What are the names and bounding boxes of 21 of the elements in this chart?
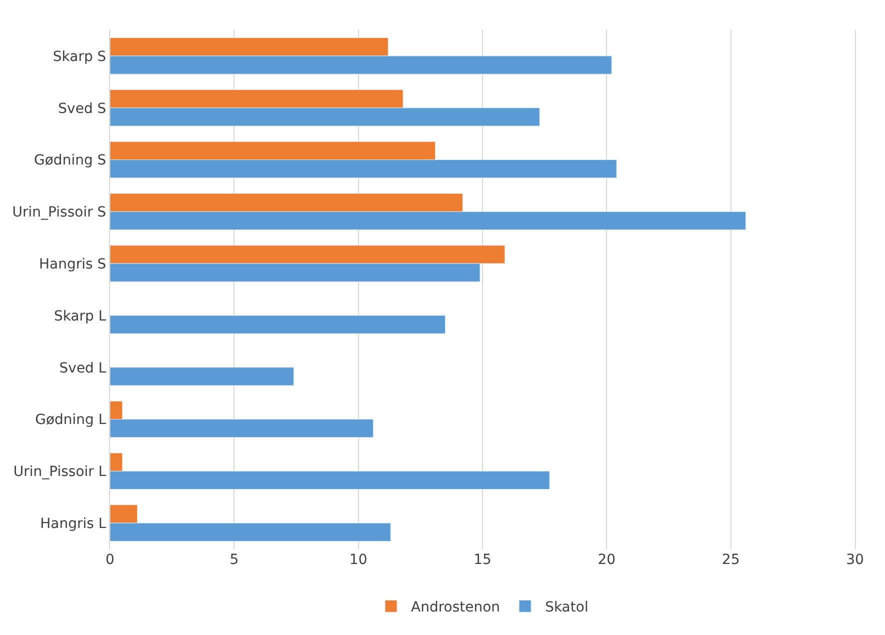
y-tick-label: Urin_Pissoir S xyxy=(12,204,106,221)
x-tick-label: 0 xyxy=(106,552,114,568)
x-tick-label: 20 xyxy=(598,552,616,568)
x-tick-label: 30 xyxy=(846,552,864,568)
y-tick-label: Urin_Pissoir L xyxy=(13,464,106,480)
bar xyxy=(110,367,294,386)
y-tick-label: Hangris S xyxy=(39,256,106,272)
y-tick-label: Skarp S xyxy=(52,48,106,65)
legend-label: Skatol xyxy=(545,600,588,616)
y-tick-label: Sved S xyxy=(58,100,106,117)
y-tick-label: Sved L xyxy=(59,360,106,376)
bar xyxy=(110,315,446,334)
y-tick-label: Gødning L xyxy=(35,412,106,428)
y-tick-label: Hangris L xyxy=(40,516,106,532)
x-tick-label: 25 xyxy=(722,552,740,568)
y-tick-label: Gødning S xyxy=(34,152,106,169)
y-tick-label: Skarp L xyxy=(54,308,106,324)
x-tick-label: 15 xyxy=(474,552,492,568)
x-tick-label: 5 xyxy=(230,552,239,568)
legend-label: Androstenon xyxy=(411,600,500,616)
x-tick-label: 10 xyxy=(349,552,368,568)
